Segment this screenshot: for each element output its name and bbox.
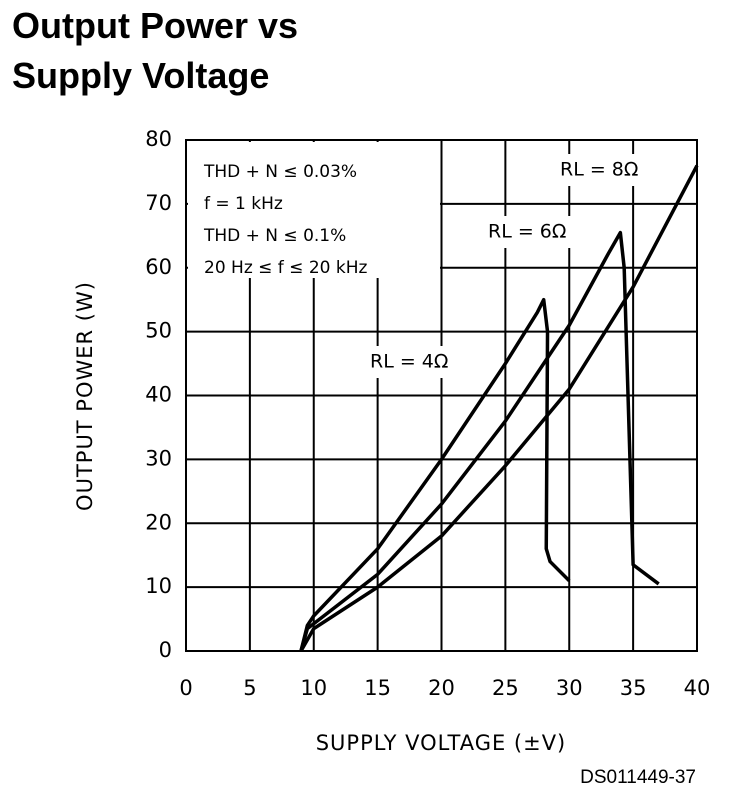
x-tick-label: 30 <box>556 676 583 700</box>
chart-title: Output Power vs <box>12 5 298 46</box>
x-tick-label: 20 <box>428 676 455 700</box>
chart-title: Supply Voltage <box>12 55 269 96</box>
legend-label: RL = 4Ω <box>370 351 448 373</box>
series-line <box>299 230 660 652</box>
annotation: THD + N ≤ 0.03% <box>203 162 357 182</box>
y-tick-label: 10 <box>145 574 172 598</box>
y-axis-label: OUTPUT POWER (W) <box>73 281 97 511</box>
annotation: 20 Hz ≤ f ≤ 20 kHz <box>204 258 367 278</box>
y-tick-label: 0 <box>159 638 172 662</box>
y-tick-label: 20 <box>145 510 172 534</box>
annotation: THD + N ≤ 0.1% <box>203 226 346 246</box>
x-tick-label: 0 <box>179 676 192 700</box>
x-tick-label: 5 <box>243 676 256 700</box>
series-line <box>299 297 571 652</box>
annotation: f = 1 kHz <box>204 194 283 214</box>
y-tick-label: 70 <box>145 191 172 215</box>
x-tick-label: 15 <box>364 676 391 700</box>
y-tick-label: 60 <box>145 255 172 279</box>
x-tick-label: 25 <box>492 676 519 700</box>
x-tick-label: 10 <box>300 676 327 700</box>
legend-bg <box>554 154 678 186</box>
figure-id: DS011449-37 <box>580 767 696 788</box>
x-tick-label: 40 <box>684 676 711 700</box>
legend-bg <box>482 216 606 248</box>
x-axis-label: SUPPLY VOLTAGE (±V) <box>316 731 567 755</box>
y-tick-label: 40 <box>145 383 172 407</box>
legend-bg <box>364 346 488 378</box>
y-tick-label: 80 <box>145 127 172 151</box>
plot-frame <box>185 139 698 652</box>
legend-label: RL = 8Ω <box>560 159 638 181</box>
y-tick-label: 30 <box>145 446 172 470</box>
x-tick-label: 35 <box>620 676 647 700</box>
series-line <box>299 164 699 652</box>
annotation-box <box>188 142 440 278</box>
legend-label: RL = 6Ω <box>488 221 566 243</box>
y-tick-label: 50 <box>145 319 172 343</box>
